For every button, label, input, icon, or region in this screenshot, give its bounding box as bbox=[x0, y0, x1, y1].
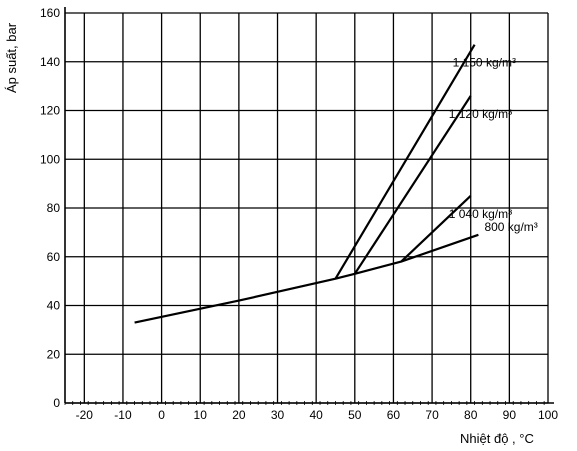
series-line-3 bbox=[334, 44, 476, 280]
x-tick-label: 0 bbox=[158, 408, 165, 422]
x-tick-label: 90 bbox=[503, 408, 517, 422]
x-tick-label: 20 bbox=[232, 408, 246, 422]
y-tick-label: 0 bbox=[53, 396, 60, 410]
axes bbox=[64, 7, 554, 405]
y-tick-label: 40 bbox=[47, 299, 61, 313]
y-tick-label: 120 bbox=[40, 104, 60, 118]
x-tick-label: 10 bbox=[194, 408, 208, 422]
y-tick-label: 80 bbox=[47, 201, 61, 215]
x-tick-label: 50 bbox=[348, 408, 362, 422]
series-label-3: 1 150 kg/m³ bbox=[453, 56, 516, 70]
x-tick-label: 70 bbox=[425, 408, 439, 422]
x-tick-label: 100 bbox=[538, 408, 558, 422]
y-tick-label: 100 bbox=[40, 152, 60, 166]
series-lines bbox=[134, 44, 479, 324]
y-axis-label: Áp suất, bar bbox=[4, 22, 19, 93]
x-axis-label: Nhiệt độ , °C bbox=[460, 431, 534, 446]
y-tick-label: 60 bbox=[47, 250, 61, 264]
series-line-1 bbox=[400, 195, 472, 263]
series-label-0: 800 kg/m³ bbox=[484, 220, 537, 234]
series-line-2 bbox=[353, 95, 472, 275]
x-tick-label: 40 bbox=[309, 408, 323, 422]
x-tick-label: -10 bbox=[114, 408, 132, 422]
series-labels: 800 kg/m³1 040 kg/m³ 1 120 kg/m³ 1 150 kg/… bbox=[449, 56, 538, 234]
series-label-2: 1 120 kg/m³ bbox=[449, 107, 512, 121]
x-tick-label: 30 bbox=[271, 408, 285, 422]
y-tick-label: 160 bbox=[40, 6, 60, 20]
y-tick-label: 140 bbox=[40, 55, 60, 69]
y-tick-label: 20 bbox=[47, 347, 61, 361]
x-tick-label: -20 bbox=[76, 408, 94, 422]
series-line-0 bbox=[134, 233, 479, 324]
x-tick-label: 80 bbox=[464, 408, 478, 422]
series-label-1: 1 040 kg/m³ bbox=[449, 207, 512, 221]
tick-labels: -20 -10 0 10 20 30 40 50 60 70 80 90 100 0 20 40 60 80 100… bbox=[40, 6, 558, 422]
x-tick-label: 60 bbox=[387, 408, 401, 422]
